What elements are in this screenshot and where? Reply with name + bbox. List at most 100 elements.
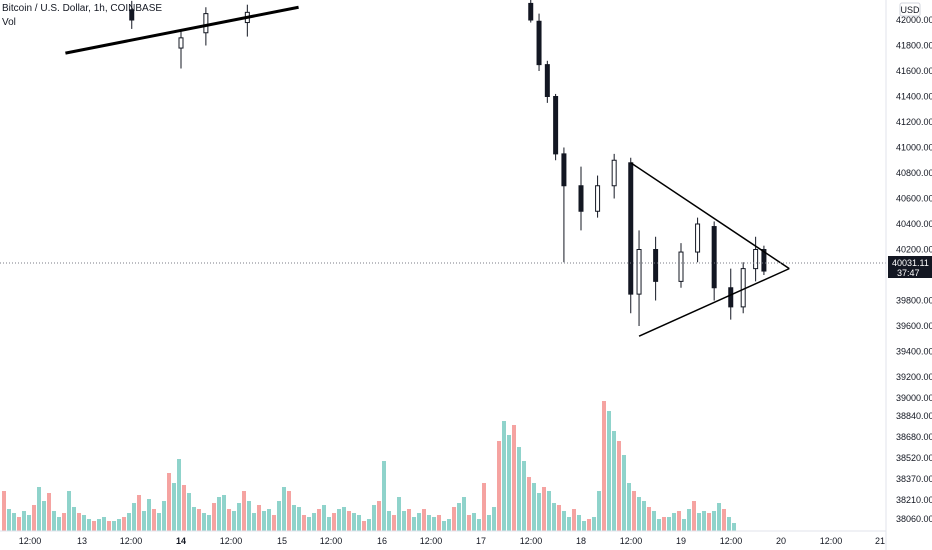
volume-bar <box>632 491 636 531</box>
volume-bar <box>137 495 141 531</box>
volume-bar <box>712 511 716 531</box>
volume-bar <box>102 517 106 531</box>
time-tick-label: 16 <box>377 536 387 546</box>
volume-bar <box>502 421 506 531</box>
time-tick-label: 14 <box>176 536 186 546</box>
price-tick-label: 40600.00 <box>896 194 932 204</box>
volume-bar <box>387 511 391 531</box>
volume-bar <box>487 515 491 531</box>
volume-bar <box>702 511 706 531</box>
price-tick-label: 39600.00 <box>896 321 932 331</box>
volume-bar <box>437 515 441 531</box>
price-axis[interactable]: 42000.00 41800.00 41600.00 41400.00 41200.00… <box>896 15 932 524</box>
time-tick-label: 19 <box>676 536 686 546</box>
price-tick-label: 40400.00 <box>896 219 932 229</box>
volume-bar <box>197 509 201 531</box>
volume-bar <box>92 521 96 531</box>
price-tick-label: 41000.00 <box>896 143 932 153</box>
volume-bar <box>442 521 446 531</box>
volume-bar <box>592 517 596 531</box>
trendline[interactable] <box>630 162 790 270</box>
volume-bar <box>22 511 26 531</box>
volume-bar <box>152 509 156 531</box>
last-price-value: 40031.11 <box>892 258 929 268</box>
volume-bar <box>12 513 16 531</box>
volume-bar <box>727 517 731 531</box>
currency-badge[interactable]: USD <box>899 2 921 17</box>
candle <box>595 175 601 218</box>
candle <box>544 60 550 103</box>
volume-bar <box>357 515 361 531</box>
volume-bar <box>382 461 386 531</box>
volume-bar <box>662 517 666 531</box>
volume-bar <box>397 497 401 531</box>
candle <box>728 268 734 320</box>
volume-bar <box>587 519 591 531</box>
price-tick-label: 39000.00 <box>896 393 932 403</box>
volume-bar <box>217 497 221 531</box>
volume-bar <box>297 507 301 531</box>
volume-bar <box>57 517 61 531</box>
volume-bar <box>707 513 711 531</box>
last-price-tag: 40031.11 37:47 <box>888 256 932 278</box>
volume-bar <box>427 515 431 531</box>
volume-bar <box>477 519 481 531</box>
price-tick-label: 41400.00 <box>896 92 932 102</box>
trendline[interactable] <box>638 267 790 337</box>
volume-bar <box>602 401 606 531</box>
candle <box>678 243 684 288</box>
volume-bar <box>72 507 76 531</box>
volume-bar <box>222 495 226 531</box>
volume-bar <box>312 513 316 531</box>
volume-bar <box>667 517 671 531</box>
volume-bar <box>247 501 251 531</box>
volume-bar <box>492 507 496 531</box>
price-tick-label: 38840.00 <box>896 411 932 421</box>
candle <box>536 13 542 71</box>
volume-bar <box>692 501 696 531</box>
volume-bar <box>657 519 661 531</box>
volume-bar <box>457 503 461 531</box>
candle <box>611 153 617 199</box>
volume-bar <box>337 509 341 531</box>
candle <box>753 236 759 282</box>
volume-bar <box>462 497 466 531</box>
volume-bar <box>552 503 556 531</box>
volume-bar <box>77 513 81 531</box>
volume-bar <box>122 517 126 531</box>
candle <box>628 157 634 314</box>
candle <box>711 221 717 301</box>
volume-bar <box>517 447 521 531</box>
time-tick-label: 15 <box>277 536 287 546</box>
volume-bar <box>87 519 91 531</box>
volume-bar <box>497 441 501 531</box>
volume-bar <box>467 515 471 531</box>
chart-legend: Bitcoin / U.S. Dollar, 1h, COINBASE Vol <box>2 2 162 30</box>
volume-bar <box>482 483 486 531</box>
volume-bar <box>27 515 31 531</box>
candle <box>653 236 659 301</box>
volume-bar <box>557 505 561 531</box>
volume-bar <box>132 503 136 531</box>
time-tick-label: 12:00 <box>620 536 643 546</box>
volume-bar <box>202 513 206 531</box>
volume-bar <box>352 513 356 531</box>
volume-bar <box>447 519 451 531</box>
time-axis[interactable]: 12:00 13 12:00 14 12:00 15 12:00 16 12:00 17 12:00… <box>19 536 885 546</box>
volume-bar <box>687 509 691 531</box>
volume-bar <box>157 513 161 531</box>
candle <box>178 30 184 69</box>
trendline[interactable] <box>65 5 299 55</box>
candle <box>761 245 767 275</box>
volume-bar <box>527 477 531 531</box>
volume-bar <box>677 511 681 531</box>
volume-bar <box>432 517 436 531</box>
volume-bar <box>302 515 306 531</box>
volume-bar <box>637 497 641 531</box>
price-tick-label: 41800.00 <box>896 41 932 51</box>
time-tick-label: 12:00 <box>820 536 843 546</box>
volume-bar <box>147 499 151 531</box>
volume-bar <box>342 507 346 531</box>
volume-bar <box>62 513 66 531</box>
